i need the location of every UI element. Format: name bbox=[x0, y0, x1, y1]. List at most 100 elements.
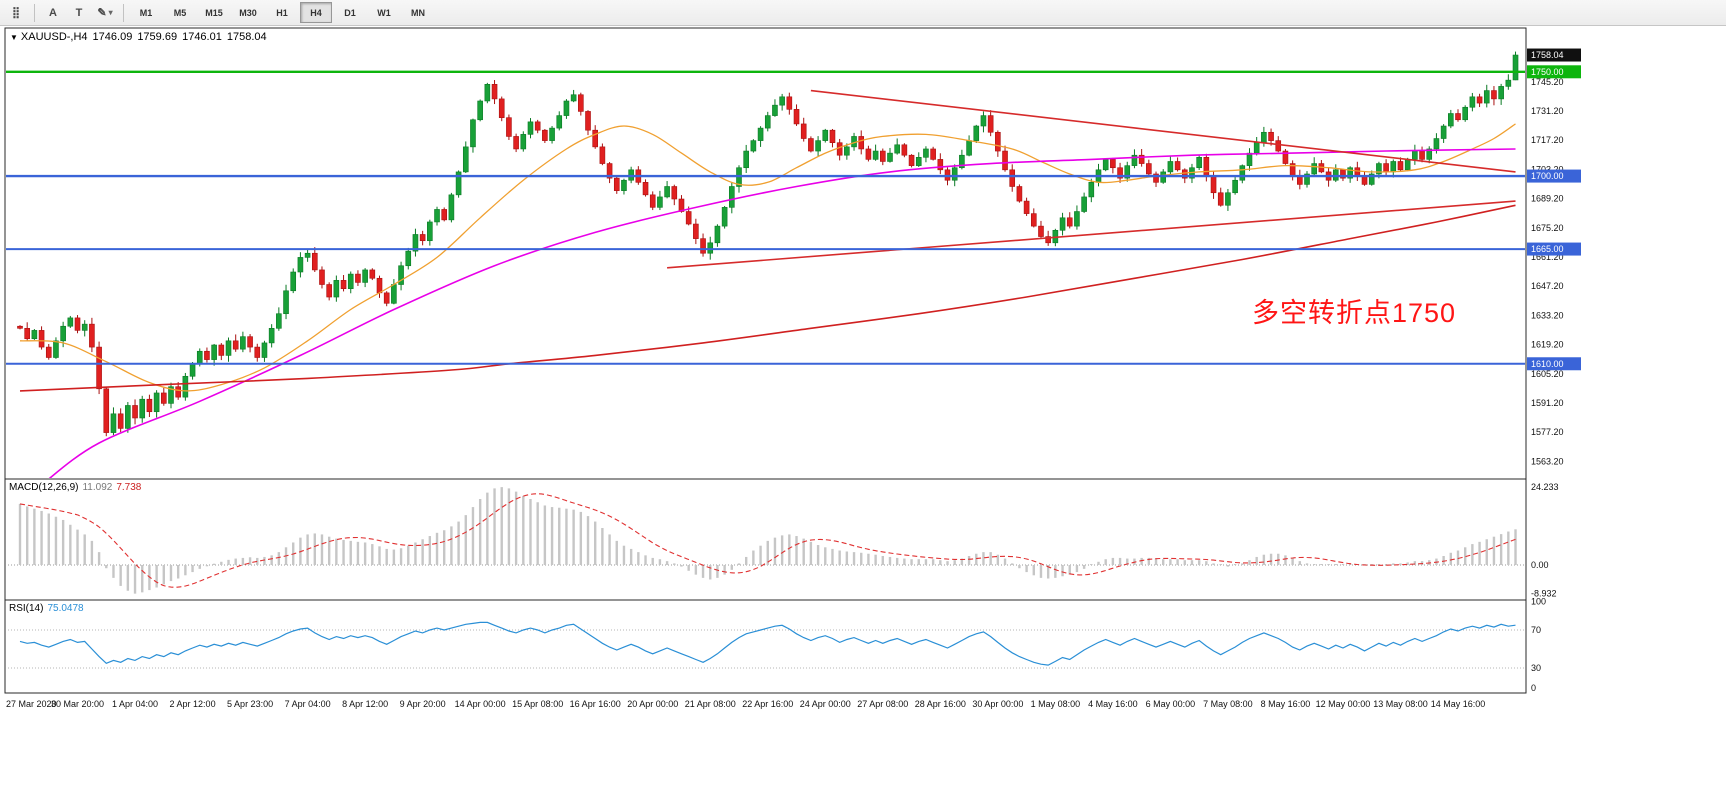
macd-signal-line bbox=[19, 493, 1516, 588]
price-axis-label: 1675.20 bbox=[1531, 223, 1564, 233]
rsi-axis-label: 70 bbox=[1531, 625, 1541, 635]
price-axis-label: 1619.20 bbox=[1531, 340, 1564, 350]
timeframe-W1[interactable]: W1 bbox=[377, 7, 391, 18]
main-panel[interactable] bbox=[4, 27, 1527, 480]
symbol-dropdown-icon[interactable]: ▼ bbox=[10, 33, 18, 42]
price-axis-label: 1731.20 bbox=[1531, 106, 1564, 116]
time-axis-label: 1 Apr 04:00 bbox=[112, 699, 158, 709]
price-badge-1750.00 bbox=[1527, 65, 1581, 79]
line-studies-icon[interactable]: ✎ ▾ bbox=[97, 7, 113, 19]
price-badge-text: 1750.00 bbox=[1531, 67, 1564, 77]
ma-fast-orange bbox=[19, 123, 1516, 392]
ohlc-high: 1759.69 bbox=[137, 31, 178, 43]
time-axis-label: 30 Apr 00:00 bbox=[972, 699, 1023, 709]
macd-axis-label: -8.932 bbox=[1531, 589, 1557, 599]
timeframe-MN[interactable]: MN bbox=[411, 7, 425, 18]
rsi-indicator-label: RSI(14) 75.0478 bbox=[9, 603, 84, 614]
time-axis-label: 2 Apr 12:00 bbox=[170, 699, 216, 709]
price-axis-label: 1563.20 bbox=[1531, 456, 1564, 466]
text-tool-icon[interactable]: T bbox=[75, 6, 83, 19]
price-badge-text: 1665.00 bbox=[1531, 244, 1564, 254]
candles bbox=[17, 51, 1519, 437]
ascending-trendline[interactable] bbox=[667, 200, 1516, 269]
time-axis-label: 14 May 16:00 bbox=[1431, 699, 1486, 709]
price-badge-1665.00 bbox=[1527, 242, 1581, 256]
price-axis-label: 1661.20 bbox=[1531, 252, 1564, 262]
timeframe-M15[interactable]: M15 bbox=[205, 7, 223, 18]
rsi-axis-label: 30 bbox=[1531, 663, 1541, 673]
timeframe-H4[interactable]: H4 bbox=[300, 2, 332, 23]
rsi-axis-label: 0 bbox=[1531, 683, 1536, 693]
price-badge-text: 1610.00 bbox=[1531, 359, 1564, 369]
macd-histogram bbox=[18, 487, 1517, 594]
macd-indicator-label: MACD(12,26,9) 11.092 7.738 bbox=[9, 482, 141, 493]
chart-annotation-text[interactable]: 多空转折点1750 bbox=[1252, 298, 1457, 328]
macd-axis-label: 24.233 bbox=[1531, 482, 1559, 492]
timeframe-M1[interactable]: M1 bbox=[139, 7, 153, 18]
time-axis-label: 21 Apr 08:00 bbox=[685, 699, 736, 709]
price-axis-label: 1703.20 bbox=[1531, 164, 1564, 174]
time-axis-label: 12 May 00:00 bbox=[1316, 699, 1371, 709]
symbol-name: XAUUSD-,H4 bbox=[20, 31, 88, 43]
timeframe-D1[interactable]: D1 bbox=[344, 7, 356, 18]
rsi-panel[interactable] bbox=[4, 599, 1527, 694]
time-axis-label: 7 May 08:00 bbox=[1203, 699, 1253, 709]
time-axis-label: 4 May 16:00 bbox=[1088, 699, 1138, 709]
time-axis-label: 20 Apr 00:00 bbox=[627, 699, 678, 709]
macd-main-value: 11.092 bbox=[82, 482, 113, 493]
timeframe-H1[interactable]: H1 bbox=[276, 7, 288, 18]
time-axis-label: 5 Apr 23:00 bbox=[227, 699, 273, 709]
price-axis-label: 1745.20 bbox=[1531, 77, 1564, 87]
price-axis-label: 1633.20 bbox=[1531, 310, 1564, 320]
time-axis-label: 15 Apr 08:00 bbox=[512, 699, 563, 709]
rsi-line bbox=[19, 621, 1516, 666]
time-axis-label: 27 Apr 08:00 bbox=[857, 699, 908, 709]
price-axis-label: 1717.20 bbox=[1531, 135, 1564, 145]
main-plot[interactable] bbox=[5, 51, 1526, 485]
price-badge-1700.00 bbox=[1527, 169, 1581, 183]
macd-plot bbox=[6, 487, 1525, 594]
rsi-axis-label: 100 bbox=[1531, 597, 1546, 607]
timeframe-M5[interactable]: M5 bbox=[173, 7, 187, 18]
price-badge-1610.00 bbox=[1527, 357, 1581, 371]
time-axis-label: 27 Mar 2020 bbox=[6, 699, 57, 709]
time-axis-label: 13 May 08:00 bbox=[1373, 699, 1428, 709]
timeframe-M30[interactable]: M30 bbox=[239, 7, 257, 18]
time-axis-label: 30 Mar 20:00 bbox=[51, 699, 104, 709]
time-axis-label: 8 Apr 12:00 bbox=[342, 699, 388, 709]
time-axis-label: 1 May 08:00 bbox=[1031, 699, 1081, 709]
price-axis-label: 1605.20 bbox=[1531, 369, 1564, 379]
price-axis-label: 1577.20 bbox=[1531, 427, 1564, 437]
toolbar-separator bbox=[123, 3, 124, 22]
ohlc-close: 1758.04 bbox=[226, 31, 267, 43]
rsi-value: 75.0478 bbox=[47, 603, 84, 614]
macd-axis-label: 0.00 bbox=[1531, 560, 1549, 570]
time-axis-label: 9 Apr 20:00 bbox=[400, 699, 446, 709]
time-axis-label: 6 May 00:00 bbox=[1146, 699, 1196, 709]
ohlc-low: 1746.01 bbox=[182, 31, 222, 43]
time-axis-label: 28 Apr 16:00 bbox=[915, 699, 966, 709]
cursor-tool-icon[interactable]: A bbox=[49, 6, 57, 19]
price-axis-label: 1591.20 bbox=[1531, 398, 1564, 408]
time-axis-label: 16 Apr 16:00 bbox=[570, 699, 621, 709]
price-badge-text: 1758.04 bbox=[1531, 50, 1564, 60]
macd-name: MACD(12,26,9) bbox=[9, 482, 79, 493]
price-axis[interactable]: 1745.20 1731.20 1717.20 1703.20 1689.20 1675.… bbox=[1527, 48, 1581, 693]
toolbar-handle-icon[interactable]: ⣿ bbox=[11, 7, 21, 19]
price-axis-label: 1689.20 bbox=[1531, 194, 1564, 204]
rsi-name: RSI(14) bbox=[9, 603, 44, 614]
time-axis-label: 22 Apr 16:00 bbox=[742, 699, 793, 709]
time-axis-label: 8 May 16:00 bbox=[1261, 699, 1311, 709]
price-badge-text: 1700.00 bbox=[1531, 171, 1564, 181]
ohlc-open: 1746.09 bbox=[92, 31, 133, 43]
price-badge-1758.04 bbox=[1527, 48, 1581, 62]
macd-panel[interactable] bbox=[4, 478, 1527, 601]
time-axis-label: 24 Apr 00:00 bbox=[800, 699, 851, 709]
macd-signal-value: 7.738 bbox=[116, 482, 142, 493]
rsi-plot bbox=[6, 621, 1525, 669]
descending-trendline[interactable] bbox=[810, 89, 1516, 173]
symbol-info: ▼ XAUUSD-,H4 1746.09 1759.69 1746.01 1758.04 bbox=[10, 31, 272, 43]
